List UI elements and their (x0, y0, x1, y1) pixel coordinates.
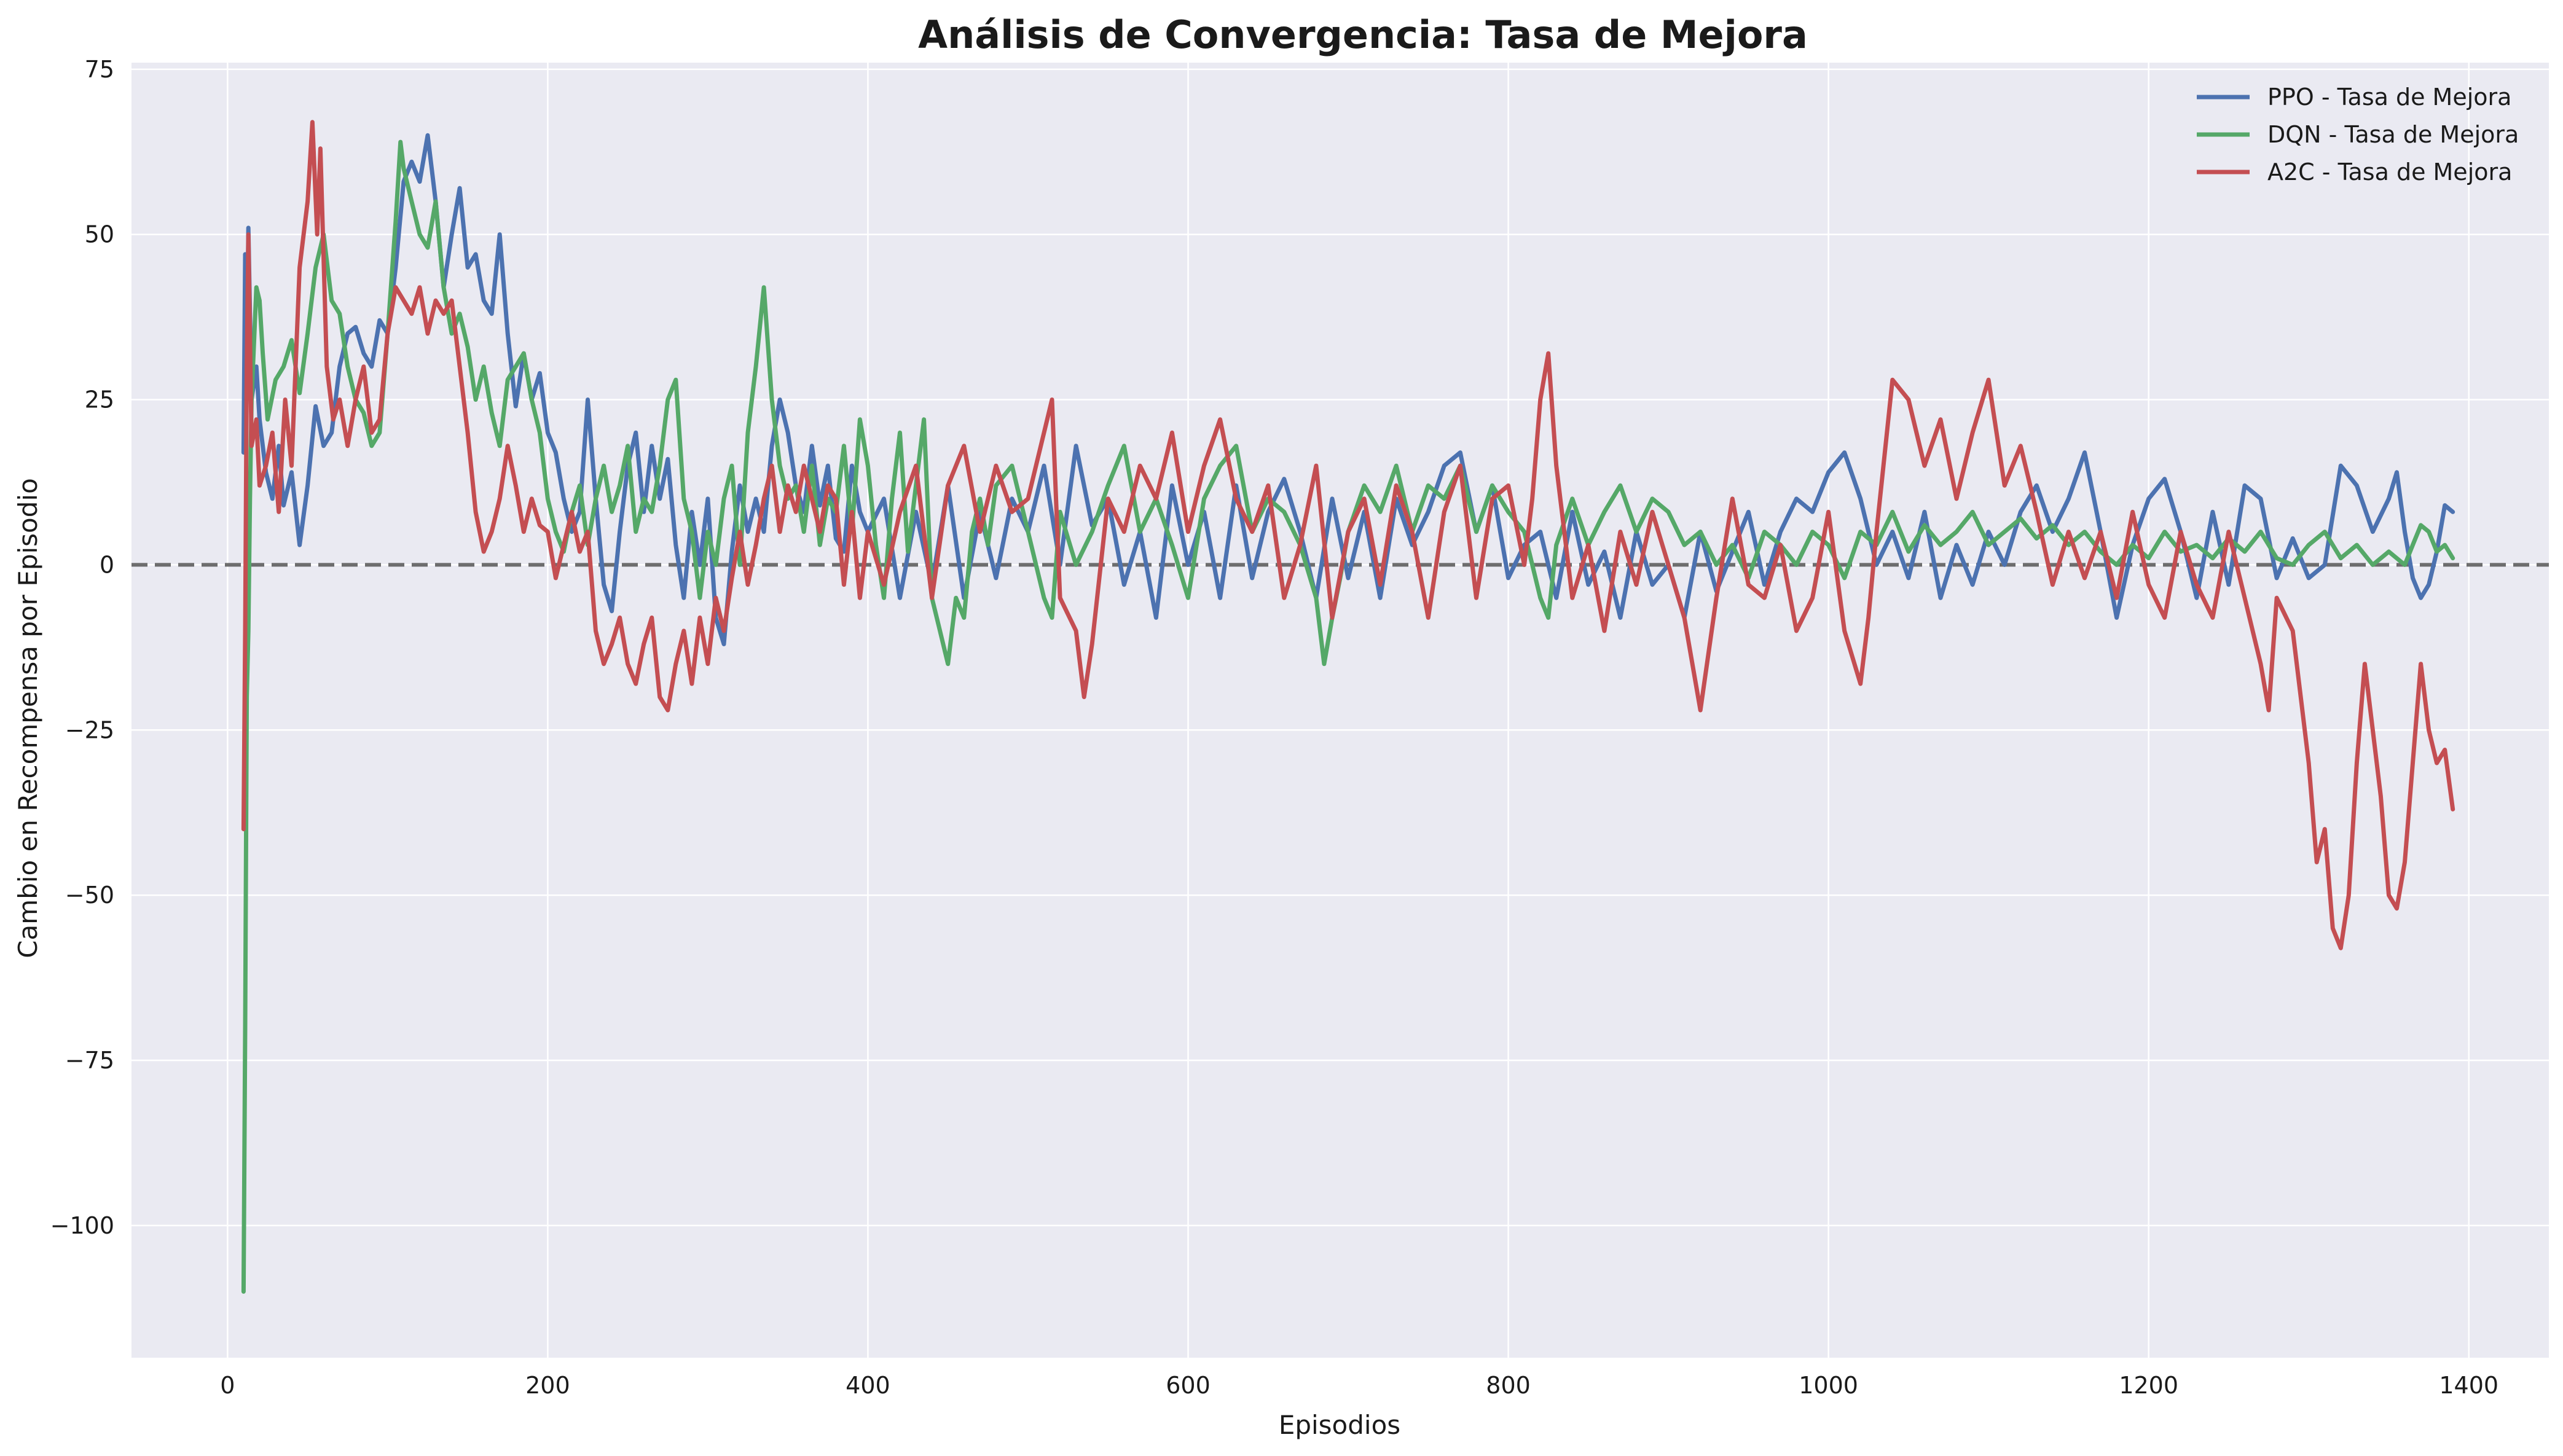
legend-label: A2C - Tasa de Mejora (2267, 159, 2512, 186)
grid (131, 63, 2549, 1358)
series-layer (241, 120, 2455, 1294)
legend-label: PPO - Tasa de Mejora (2267, 84, 2511, 111)
y-tick-label: −75 (65, 1047, 114, 1074)
y-axis-label: Cambio en Recompensa por Episodio (13, 478, 43, 958)
x-tick-label: 1000 (1799, 1372, 1858, 1399)
y-tick-label: −100 (50, 1212, 114, 1239)
x-tick-label: 1400 (2439, 1372, 2498, 1399)
chart-title: Análisis de Convergencia: Tasa de Mejora (918, 12, 1808, 57)
legend: PPO - Tasa de Mejora DQN - Tasa de Mejora… (2197, 84, 2519, 186)
y-tick-label: 25 (85, 386, 114, 413)
y-tick-label: 0 (100, 551, 114, 578)
x-axis-label: Episodios (1279, 1410, 1400, 1440)
y-axis-ticks: 75 50 25 0 −25 −50 −75 −100 (50, 56, 114, 1239)
legend-label: DQN - Tasa de Mejora (2267, 121, 2519, 148)
y-tick-label: 50 (85, 221, 114, 248)
x-tick-label: 800 (1486, 1372, 1531, 1399)
x-tick-label: 400 (846, 1372, 890, 1399)
plot-area (131, 63, 2549, 1358)
x-axis-ticks: 0 200 400 600 800 1000 1200 1400 (220, 1372, 2498, 1399)
y-tick-label: −25 (65, 716, 114, 743)
x-tick-label: 1200 (2119, 1372, 2178, 1399)
x-tick-label: 600 (1166, 1372, 1211, 1399)
x-tick-label: 200 (525, 1372, 570, 1399)
y-tick-label: −50 (65, 882, 114, 909)
x-tick-label: 0 (220, 1372, 235, 1399)
y-tick-label: 75 (85, 56, 114, 83)
series-line-a2c (241, 120, 2455, 950)
